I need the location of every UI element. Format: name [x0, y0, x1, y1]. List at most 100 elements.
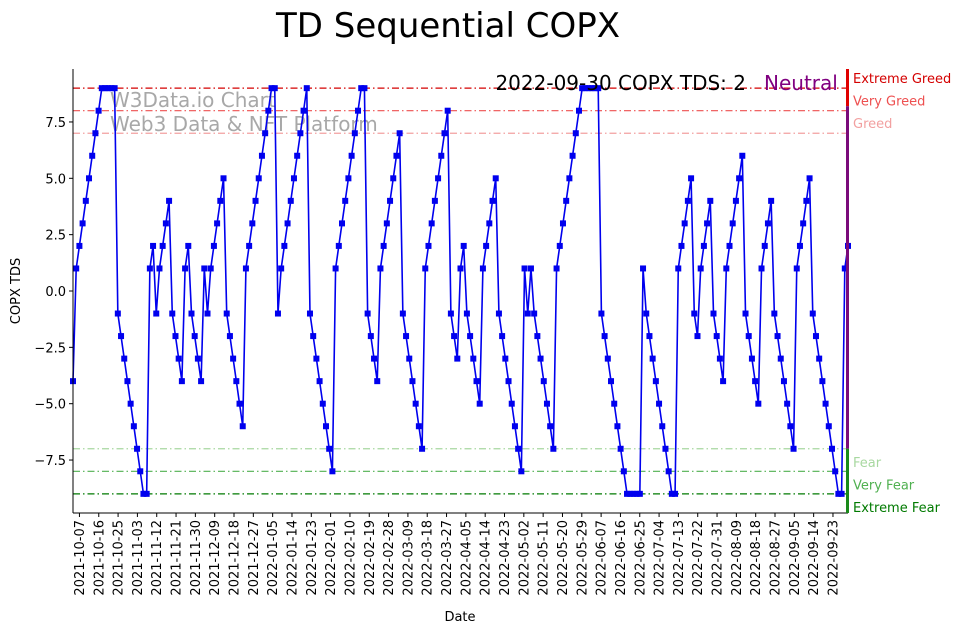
data-point: [575, 107, 582, 114]
data-point: [553, 265, 560, 272]
data-point: [784, 400, 791, 407]
data-point: [137, 468, 144, 475]
data-point: [342, 197, 349, 204]
watermark-line: W3Data.io Chart: [110, 88, 276, 112]
data-point: [454, 355, 461, 362]
data-point: [367, 333, 374, 340]
data-point: [287, 197, 294, 204]
data-point: [329, 468, 336, 475]
data-point: [643, 310, 650, 317]
data-point: [531, 310, 538, 317]
data-point: [819, 378, 826, 385]
data-point: [694, 333, 701, 340]
x-tick-label: 2022-05-11: [537, 520, 552, 596]
data-point: [284, 220, 291, 227]
data-point: [524, 310, 531, 317]
data-point: [271, 85, 278, 92]
data-point: [640, 265, 647, 272]
data-point: [713, 333, 720, 340]
data-point: [684, 197, 691, 204]
x-tick-label: 2022-08-27: [769, 520, 784, 596]
x-tick-label: 2022-05-29: [575, 520, 590, 596]
data-point: [543, 400, 550, 407]
x-tick-label: 2022-07-13: [672, 520, 687, 596]
data-point: [118, 333, 125, 340]
series-layer: [70, 85, 851, 497]
data-point: [255, 175, 262, 182]
reference-label: Extreme Greed: [853, 72, 951, 87]
x-tick-label: 2022-01-05: [266, 520, 281, 596]
x-tick-label: 2022-04-14: [479, 520, 494, 596]
data-point: [153, 310, 160, 317]
data-point: [399, 310, 406, 317]
data-point: [505, 378, 512, 385]
reference-lines: Extreme Greed Very Greed Greed Fear Very Fea…: [73, 72, 951, 516]
data-point: [547, 423, 554, 430]
data-point: [175, 355, 182, 362]
data-point: [793, 265, 800, 272]
x-tick-label: 2022-06-16: [614, 520, 629, 596]
axes: −7.5 −5.0 −2.5 0.0 2.5 5.0 7.5 2021-10-07 2021-1…: [34, 69, 848, 596]
data-point: [194, 355, 201, 362]
y-tick-label: 7.5: [45, 116, 66, 131]
data-point: [76, 242, 83, 249]
data-point: [579, 85, 586, 92]
data-point: [310, 333, 317, 340]
data-point: [796, 242, 803, 249]
data-point: [105, 85, 112, 92]
y-tick-label: −5.0: [34, 398, 66, 413]
data-point: [348, 152, 355, 159]
data-point: [406, 355, 413, 362]
data-point: [306, 310, 313, 317]
data-point: [828, 445, 835, 452]
data-point: [463, 310, 470, 317]
data-point: [326, 445, 333, 452]
data-point: [403, 333, 410, 340]
data-point: [592, 85, 598, 92]
x-tick-label: 2022-09-05: [788, 520, 803, 596]
x-tick-label: 2022-08-09: [730, 520, 745, 596]
data-point: [601, 333, 608, 340]
data-point: [111, 85, 118, 92]
x-tick-label: 2021-11-03: [131, 520, 146, 596]
data-point: [675, 265, 682, 272]
x-tick-label: 2021-11-30: [189, 520, 204, 596]
data-point: [210, 242, 217, 249]
data-point: [323, 423, 329, 430]
data-point: [92, 130, 99, 137]
data-point: [278, 265, 285, 272]
data-point: [566, 175, 573, 182]
data-point: [431, 197, 438, 204]
data-point: [768, 197, 775, 204]
data-point: [832, 468, 839, 475]
data-point: [236, 400, 243, 407]
data-point: [290, 175, 297, 182]
data-point: [377, 265, 384, 272]
y-tick-label: 5.0: [45, 172, 66, 187]
data-point: [409, 378, 416, 385]
status-annotation: 2022-09-30 COPX TDS: 2 Neutral: [495, 71, 837, 95]
data-point: [428, 220, 435, 227]
data-point: [652, 378, 659, 385]
data-point: [294, 152, 301, 159]
data-point: [371, 355, 378, 362]
data-point: [790, 445, 797, 452]
data-point: [620, 468, 627, 475]
chart-title: TD Sequential COPX: [275, 6, 620, 46]
data-point: [716, 355, 723, 362]
x-tick-label: 2021-11-21: [170, 520, 185, 596]
data-point: [383, 220, 390, 227]
x-tick-label: 2022-03-09: [401, 520, 416, 596]
data-point: [425, 242, 432, 249]
x-tick-label: 2022-04-05: [459, 520, 474, 596]
data-point: [79, 220, 86, 227]
data-point: [604, 355, 611, 362]
y-tick-label: −2.5: [34, 341, 66, 356]
data-point: [758, 265, 765, 272]
reference-label: Extreme Fear: [853, 501, 941, 516]
data-point: [681, 220, 688, 227]
x-tick-label: 2022-07-22: [691, 520, 706, 596]
x-tick-label: 2021-10-25: [112, 520, 127, 596]
x-tick-label: 2022-06-07: [595, 520, 610, 596]
